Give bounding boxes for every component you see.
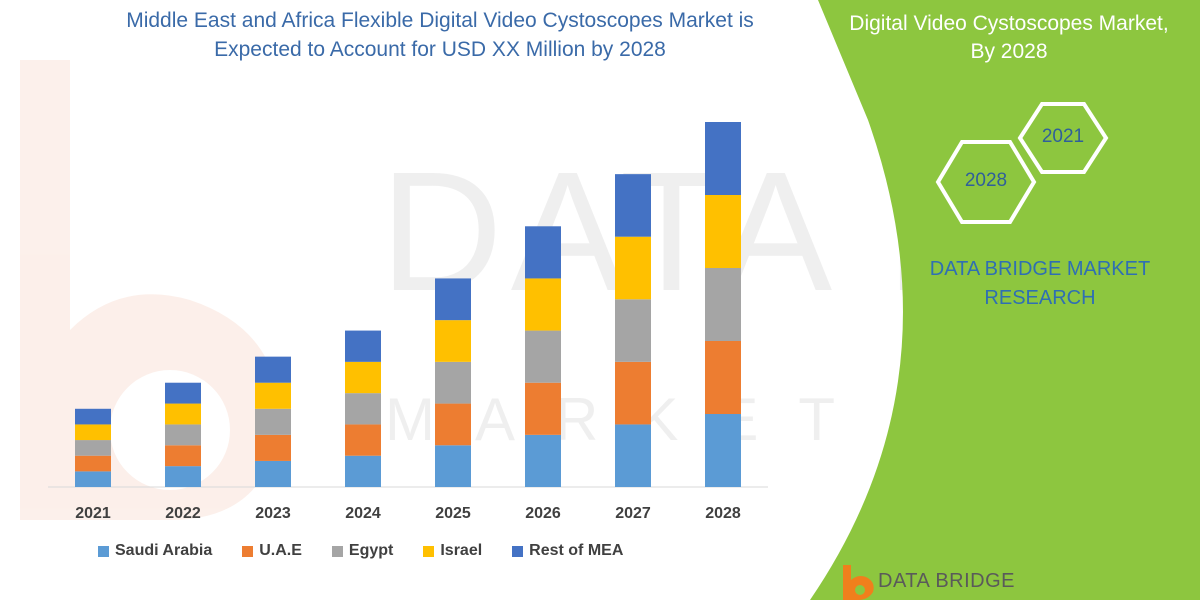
legend-swatch (242, 545, 254, 557)
bar-segment-2026-u-a-e (525, 382, 561, 435)
bar-segment-2027-u-a-e (615, 361, 651, 425)
bar-segment-2028-saudi-arabia (705, 414, 741, 487)
legend-item: Egypt (331, 542, 394, 560)
bar-segment-2027-egypt (615, 299, 651, 362)
bar-segment-2027-rest-of-mea (615, 174, 651, 237)
bar-segment-2021-u-a-e (75, 455, 111, 472)
side-panel-title: Digital Video Cystoscopes Market, By 202… (818, 10, 1200, 66)
hex-label-2021: 2021 (1041, 126, 1085, 147)
bar-segment-2021-rest-of-mea (75, 408, 111, 425)
bar-segment-2022-egypt (165, 424, 201, 446)
x-tick-label: 2027 (615, 505, 651, 522)
hex-label-2028: 2028 (964, 170, 1008, 191)
legend-item: Saudi Arabia (98, 542, 212, 560)
chart-title-line1: Middle East and Africa Flexible Digital … (126, 9, 754, 32)
legend-swatch (331, 545, 343, 557)
side-panel-title-line2: By 2028 (970, 40, 1048, 63)
legend-label: Egypt (348, 542, 394, 559)
bar-segment-2028-u-a-e (705, 341, 741, 414)
bar-segment-2023-u-a-e (255, 434, 291, 461)
side-panel-title-line1: Digital Video Cystoscopes Market, (849, 12, 1169, 35)
legend-swatch (98, 545, 109, 557)
bar-segment-2025-israel (435, 320, 471, 362)
bar-segment-2024-u-a-e (345, 424, 381, 456)
bar-segment-2024-saudi-arabia (345, 455, 381, 487)
bar-segment-2026-rest-of-mea (525, 226, 561, 279)
legend-swatch (512, 545, 524, 557)
x-tick-label: 2022 (165, 505, 201, 522)
bar-segment-2025-egypt (435, 361, 471, 404)
bar-segment-2021-egypt (75, 440, 111, 456)
bar-segment-2025-rest-of-mea (435, 278, 471, 321)
legend-swatch (423, 545, 435, 557)
bar-segment-2026-israel (525, 278, 561, 331)
bar-segment-2023-egypt (255, 408, 291, 435)
x-tick-label: 2026 (525, 505, 561, 522)
hexagon-2028-icon (935, 140, 1037, 224)
legend-label: Rest of MEA (529, 542, 624, 559)
bar-segment-2022-saudi-arabia (165, 466, 201, 487)
bar-segment-2028-israel (705, 195, 741, 268)
logo-icon (843, 565, 874, 600)
x-tick-label: 2023 (255, 505, 291, 522)
chart-title-line2: Expected to Account for USD XX Million b… (214, 38, 666, 61)
x-tick-label: 2025 (435, 505, 471, 522)
bar-segment-2022-u-a-e (165, 445, 201, 467)
legend-label: Israel (440, 542, 483, 559)
bar-segment-2025-saudi-arabia (435, 445, 471, 487)
bar-segment-2027-saudi-arabia (615, 424, 651, 487)
bar-segment-2023-rest-of-mea (255, 356, 291, 383)
legend-label: U.A.E (259, 542, 302, 559)
hexagon-2021-icon (1017, 102, 1109, 174)
bar-segment-2024-rest-of-mea (345, 330, 381, 362)
x-tick-label: 2028 (705, 505, 741, 522)
x-tick-labels: 2021 2022 2023 2024 2025 2026 2027 2028 (75, 505, 741, 522)
logo-name: DATA BRIDGE (878, 570, 1016, 592)
bar-segment-2028-rest-of-mea (705, 122, 741, 195)
brand-name-line1: DATA BRIDGE MARKET (929, 258, 1151, 280)
bar-segment-2026-saudi-arabia (525, 434, 561, 487)
bar-segment-2024-israel (345, 361, 381, 394)
bar-segment-2027-israel (615, 236, 651, 300)
legend-item: U.A.E (242, 542, 302, 560)
bar-segment-2021-israel (75, 424, 111, 441)
bar-segment-2021-saudi-arabia (75, 471, 111, 487)
x-tick-label: 2021 (75, 505, 111, 522)
bar-segment-2022-rest-of-mea (165, 382, 201, 404)
bar-segment-2023-israel (255, 382, 291, 409)
brand-name: DATA BRIDGE MARKET RESEARCH (915, 255, 1165, 313)
bar-segment-2025-u-a-e (435, 403, 471, 446)
bar-segment-2026-egypt (525, 330, 561, 383)
legend-item: Israel (423, 542, 482, 560)
legend-item: Rest of MEA (512, 542, 623, 560)
x-tick-label: 2024 (345, 505, 381, 522)
bars-group (75, 122, 741, 487)
bar-segment-2028-egypt (705, 268, 741, 341)
bar-segment-2022-israel (165, 403, 201, 425)
chart-legend: Saudi Arabia U.A.E Egypt Israel Rest of MEA (98, 540, 623, 562)
brand-name-line2: RESEARCH (984, 287, 1096, 309)
legend-label: Saudi Arabia (115, 542, 213, 559)
side-panel-background (810, 0, 1200, 600)
chart-title: Middle East and Africa Flexible Digital … (60, 6, 820, 64)
bar-segment-2024-egypt (345, 393, 381, 425)
bar-segment-2023-saudi-arabia (255, 460, 291, 487)
